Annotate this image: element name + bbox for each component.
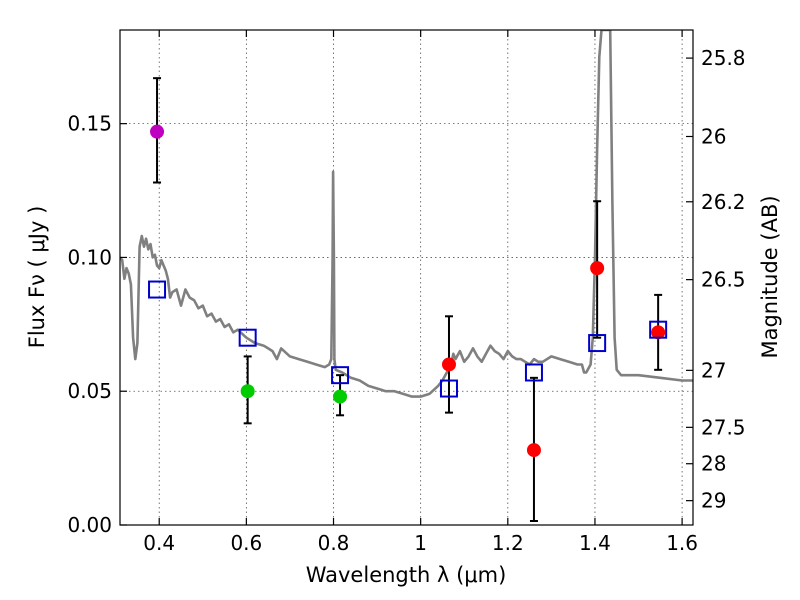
- y2-tick-label: 26.2: [701, 190, 746, 214]
- x-tick-label: 1.2: [492, 531, 524, 555]
- x-tick-label: 1.6: [666, 531, 698, 555]
- y-tick-label: 0.00: [67, 513, 112, 537]
- model-photometry-square: [588, 334, 607, 353]
- model-photometry-square: [524, 363, 543, 382]
- model-photometry-square: [238, 328, 257, 347]
- y-tick-label: 0.10: [67, 245, 112, 269]
- x-tick-label: 1: [414, 531, 427, 555]
- photometry-point: [333, 389, 348, 404]
- model-photometry-square: [439, 379, 458, 398]
- y2-tick-label: 25.8: [701, 46, 746, 70]
- y2-tick-label: 26.5: [701, 268, 746, 292]
- x-tick-label: 1.4: [579, 531, 611, 555]
- y2-tick-label: 28: [701, 452, 726, 476]
- model-sed-curve: [120, 30, 693, 398]
- photometry-point: [590, 261, 605, 276]
- model-photometry-square: [331, 366, 350, 385]
- y2-tick-label: 26: [701, 124, 726, 148]
- y-tick-label: 0.05: [67, 379, 112, 403]
- y-axis-label: Flux Fν ( μJy ): [25, 206, 49, 349]
- x-tick-label: 0.6: [230, 531, 262, 555]
- x-tick-label: 0.4: [143, 531, 175, 555]
- grid: [120, 30, 693, 526]
- y2-tick-label: 27: [701, 358, 726, 382]
- y2-tick-label: 27.5: [701, 415, 746, 439]
- plot-frame: [119, 29, 694, 526]
- photometry-point: [441, 357, 456, 372]
- photometry-point: [651, 325, 666, 340]
- error-bars: [153, 77, 663, 522]
- axis-ticks: 0.4 0.6 0.8 1 1.2 1.4 1.6 0.00 0.05 0.10 0.15 25.8 2…: [67, 30, 746, 555]
- y2-tick-label: 29: [701, 489, 726, 513]
- data-points: [148, 124, 668, 458]
- y-tick-label: 0.15: [67, 112, 112, 136]
- x-axis-label: Wavelength λ (μm): [306, 563, 507, 587]
- photometry-point: [240, 384, 255, 399]
- model-photometry-square: [148, 280, 167, 299]
- model-photometry-square: [649, 320, 668, 339]
- photometry-point: [526, 443, 541, 458]
- model-sed-layer: [120, 30, 693, 398]
- x-tick-label: 0.8: [318, 531, 350, 555]
- photometry-point: [150, 124, 165, 139]
- y2-axis-label: Magnitude (AB): [758, 195, 782, 358]
